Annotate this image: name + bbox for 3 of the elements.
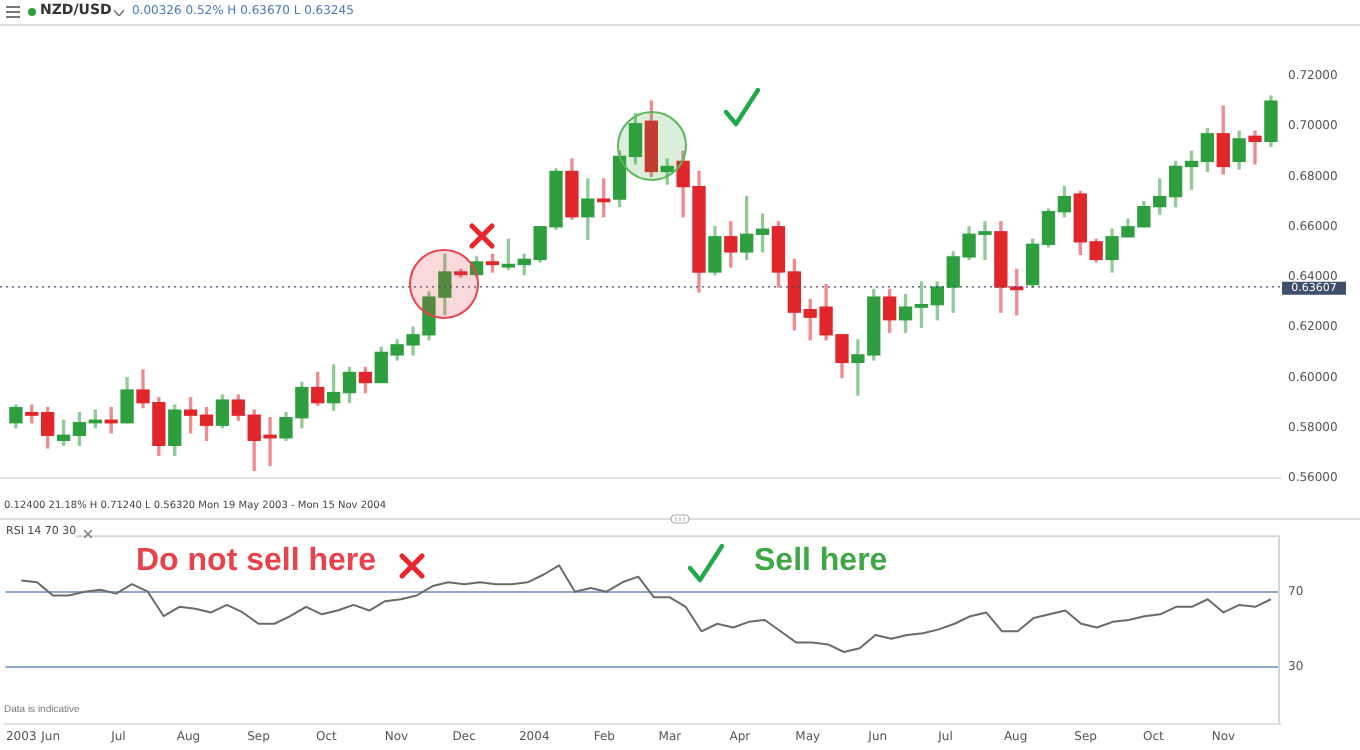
annotation: Do not sell here (136, 544, 377, 580)
annotation: Sell here (754, 544, 888, 580)
candlestick (1248, 130, 1262, 165)
